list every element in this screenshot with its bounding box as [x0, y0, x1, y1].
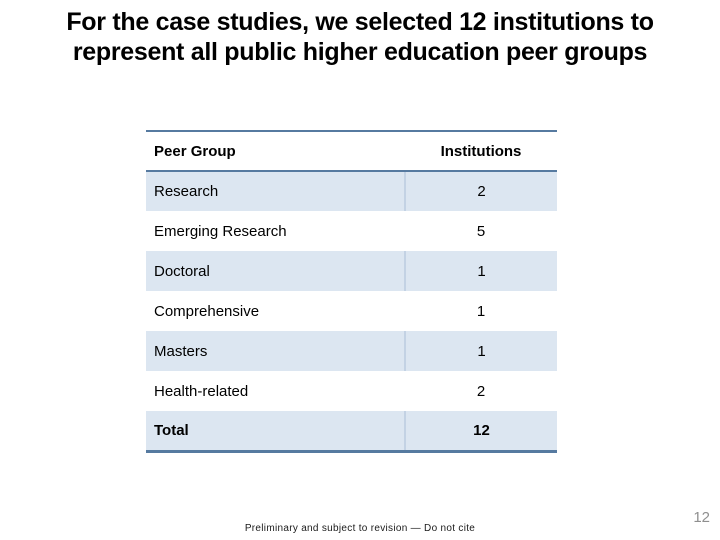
row-value: 1	[405, 291, 557, 331]
row-value: 5	[405, 211, 557, 251]
row-label: Emerging Research	[146, 211, 405, 251]
table-row-emerging-research: Emerging Research 5	[146, 211, 557, 251]
table-header-row: Peer Group Institutions	[146, 131, 557, 172]
row-value: 2	[405, 171, 557, 211]
peer-group-table: Peer Group Institutions Research 2 Emerg…	[146, 130, 557, 453]
row-value: 1	[405, 331, 557, 371]
row-label: Health-related	[146, 371, 405, 411]
row-label: Doctoral	[146, 251, 406, 291]
table-row-research: Research 2	[146, 171, 557, 211]
page-title: For the case studies, we selected 12 ins…	[0, 7, 720, 67]
column-header-peer-group: Peer Group	[146, 131, 405, 172]
row-value: 2	[405, 371, 557, 411]
row-label: Research	[146, 171, 406, 211]
row-value: 1	[405, 251, 557, 291]
row-label: Comprehensive	[146, 291, 405, 331]
title-line-1: For the case studies, we selected 12 ins…	[66, 8, 654, 36]
column-header-institutions: Institutions	[405, 131, 557, 172]
row-label: Masters	[146, 331, 406, 371]
row-label: Total	[146, 411, 406, 451]
table-row-health-related: Health-related 2	[146, 371, 557, 411]
row-value: 12	[405, 411, 557, 451]
table-row-total: Total 12	[146, 411, 557, 451]
page-number: 12	[693, 509, 710, 526]
table-row-masters: Masters 1	[146, 331, 557, 371]
footer-disclaimer: Preliminary and subject to revision — Do…	[244, 523, 476, 534]
table-row-comprehensive: Comprehensive 1	[146, 291, 557, 331]
table-row-doctoral: Doctoral 1	[146, 251, 557, 291]
title-line-2: represent all public higher education pe…	[72, 38, 648, 66]
